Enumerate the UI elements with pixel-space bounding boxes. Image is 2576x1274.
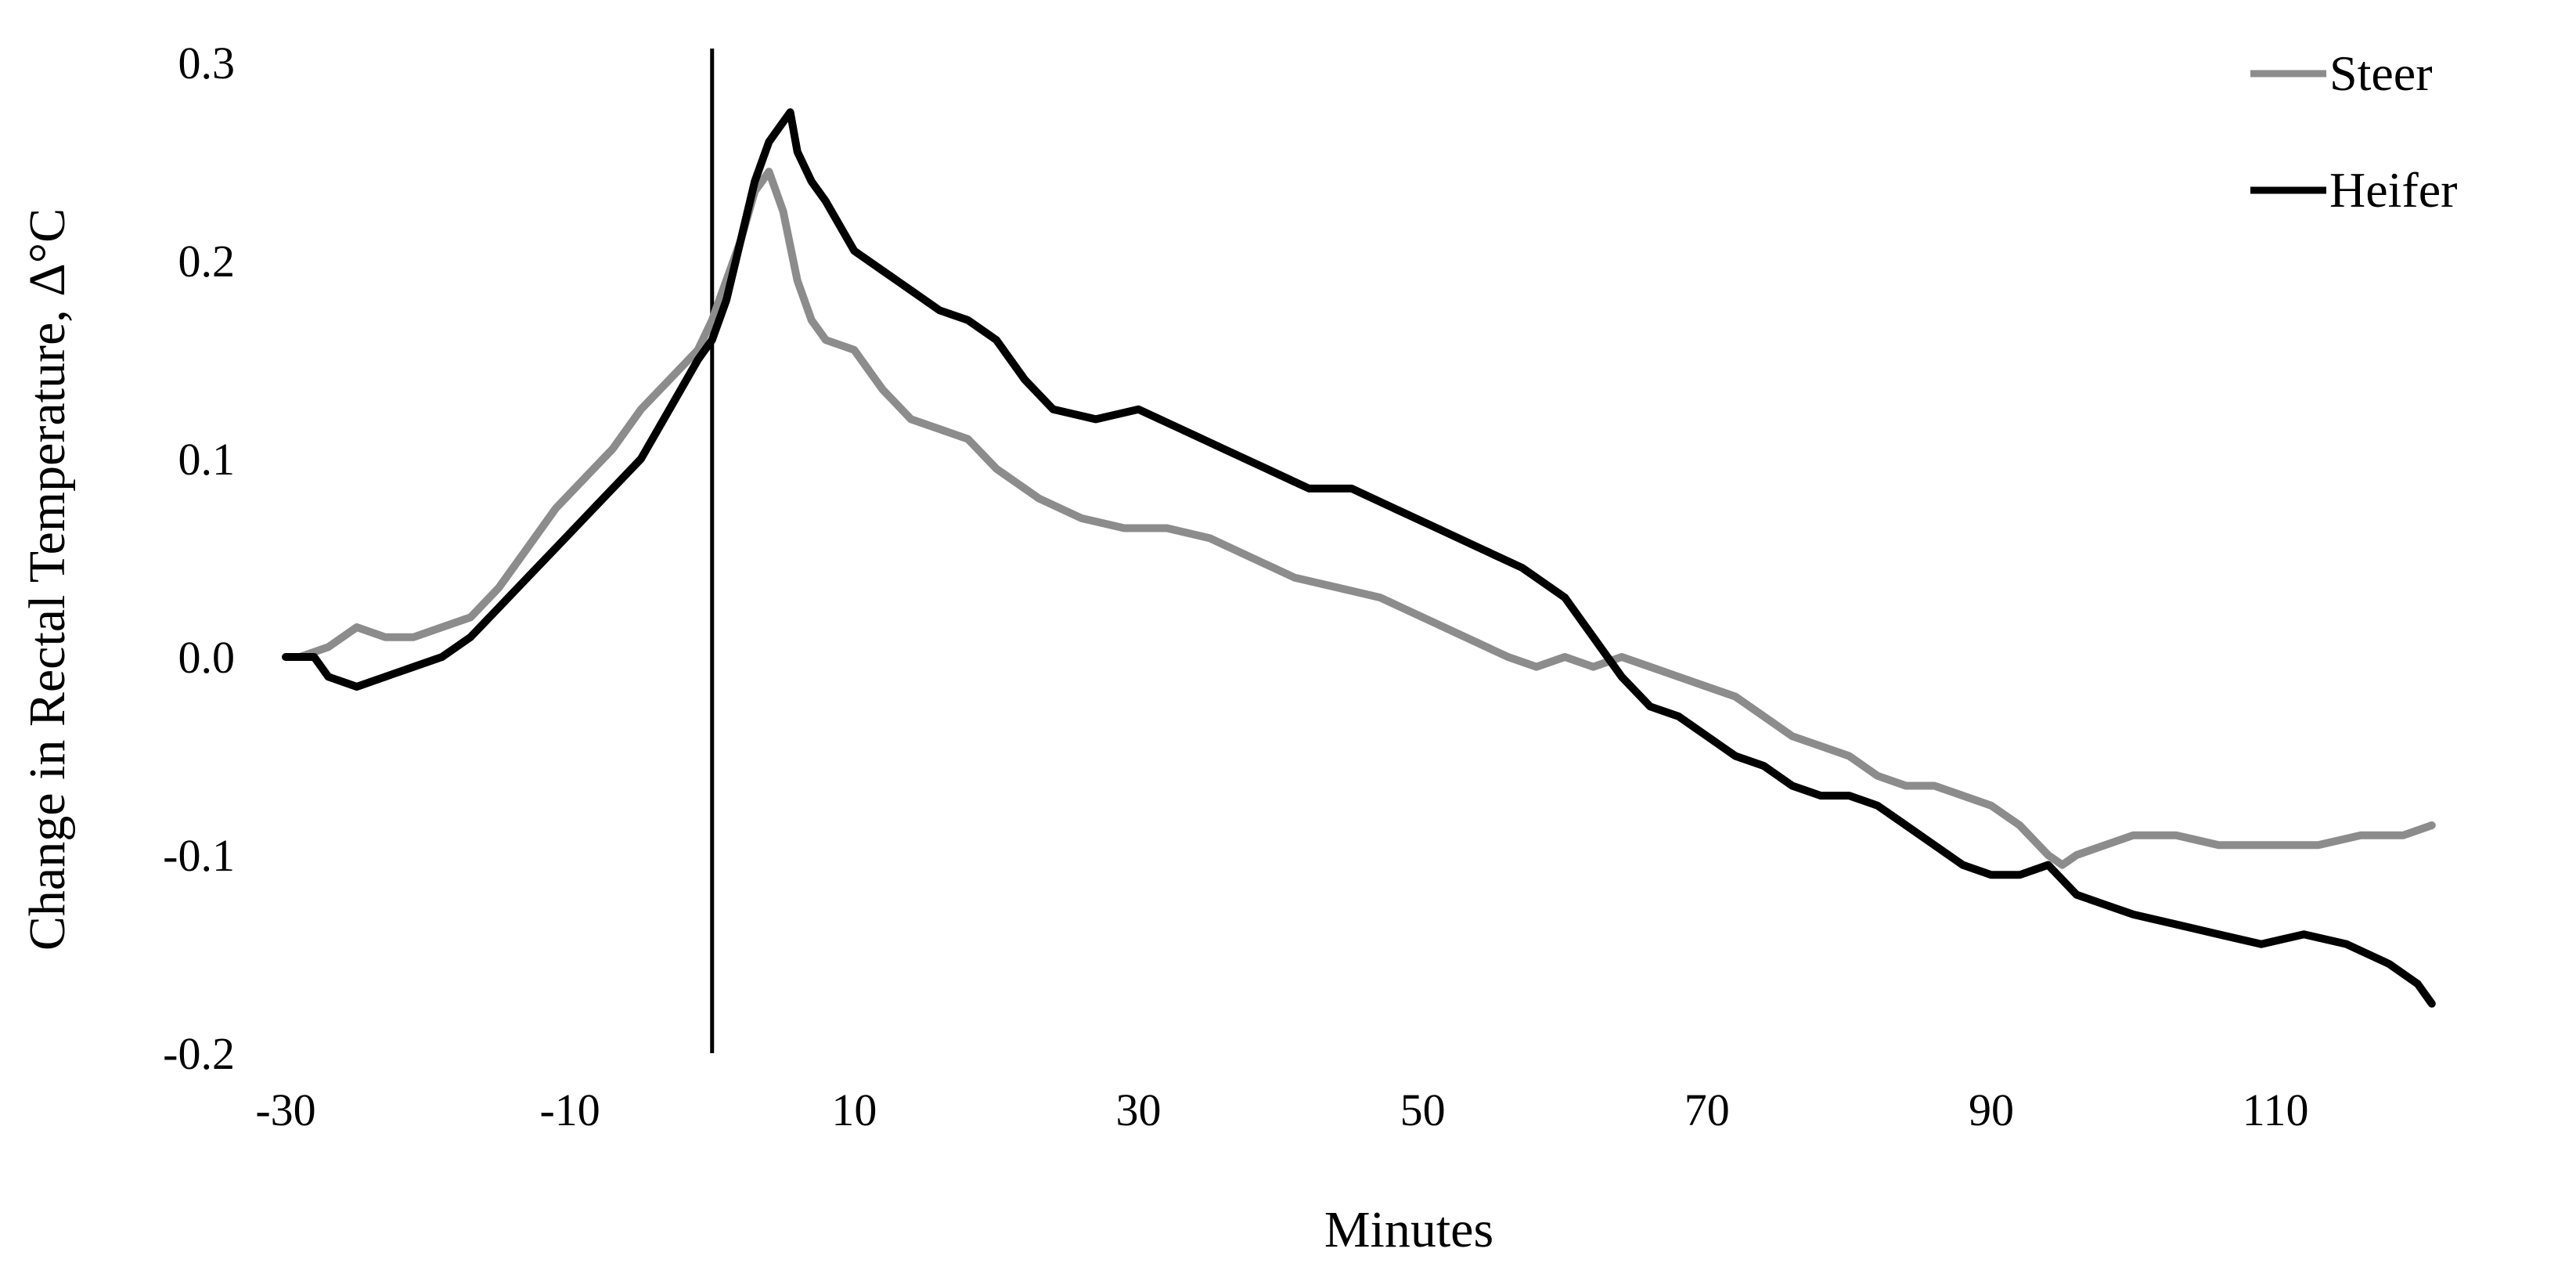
x-tick-label: 50 — [1400, 1085, 1446, 1135]
legend-label-steer: Steer — [2329, 45, 2433, 101]
y-tick-label: 0.1 — [178, 434, 236, 485]
y-tick-label: 0.2 — [178, 236, 236, 287]
y-axis-title: Change in Rectal Temperature, Δ°C — [19, 208, 76, 951]
y-axis-ticks: 0.3 0.2 0.1 0.0 -0.1 -0.2 — [163, 38, 235, 1079]
legend: Steer Heifer — [2250, 45, 2457, 218]
x-tick-label: 70 — [1684, 1085, 1730, 1135]
x-tick-label: 110 — [2243, 1085, 2309, 1135]
x-tick-label: 30 — [1115, 1085, 1161, 1135]
x-tick-label: 90 — [1969, 1085, 2014, 1135]
plot-area — [282, 49, 2436, 1053]
x-axis-ticks: -30 -10 10 30 50 70 90 110 — [255, 1085, 2308, 1135]
series-line-heifer — [282, 108, 2436, 1008]
y-tick-label: -0.2 — [163, 1028, 235, 1079]
x-tick-label: 10 — [831, 1085, 877, 1135]
legend-label-heifer: Heifer — [2329, 162, 2457, 218]
x-tick-label: -10 — [539, 1085, 600, 1135]
x-tick-label: -30 — [255, 1085, 315, 1135]
y-tick-label: -0.1 — [163, 830, 235, 881]
y-tick-label: 0.0 — [178, 632, 236, 683]
y-tick-label: 0.3 — [178, 38, 236, 88]
series-line-steer — [296, 168, 2436, 869]
x-axis-title: Minutes — [1324, 1201, 1493, 1258]
